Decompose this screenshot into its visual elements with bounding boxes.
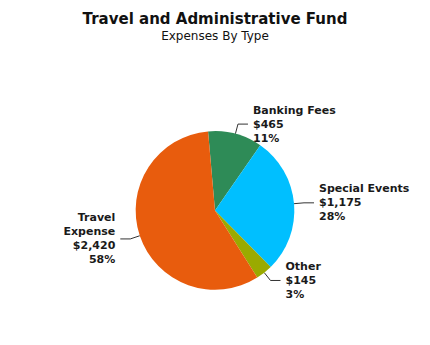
svg-text:Travel: Travel: [78, 211, 116, 224]
svg-text:Special Events: Special Events: [319, 182, 410, 195]
svg-text:Travel and Administrative Fund: Travel and Administrative Fund: [83, 10, 348, 28]
svg-text:$2,420: $2,420: [73, 239, 116, 252]
svg-text:11%: 11%: [253, 132, 279, 145]
svg-text:$145: $145: [285, 274, 316, 287]
svg-text:$465: $465: [253, 118, 284, 131]
svg-text:Banking Fees: Banking Fees: [253, 104, 336, 117]
svg-text:$1,175: $1,175: [319, 196, 361, 209]
svg-text:28%: 28%: [319, 210, 345, 223]
svg-text:Other: Other: [285, 260, 321, 273]
svg-text:Expense: Expense: [64, 225, 116, 238]
svg-text:Expenses By Type: Expenses By Type: [161, 29, 269, 43]
svg-text:3%: 3%: [285, 288, 304, 301]
svg-text:58%: 58%: [89, 253, 115, 266]
